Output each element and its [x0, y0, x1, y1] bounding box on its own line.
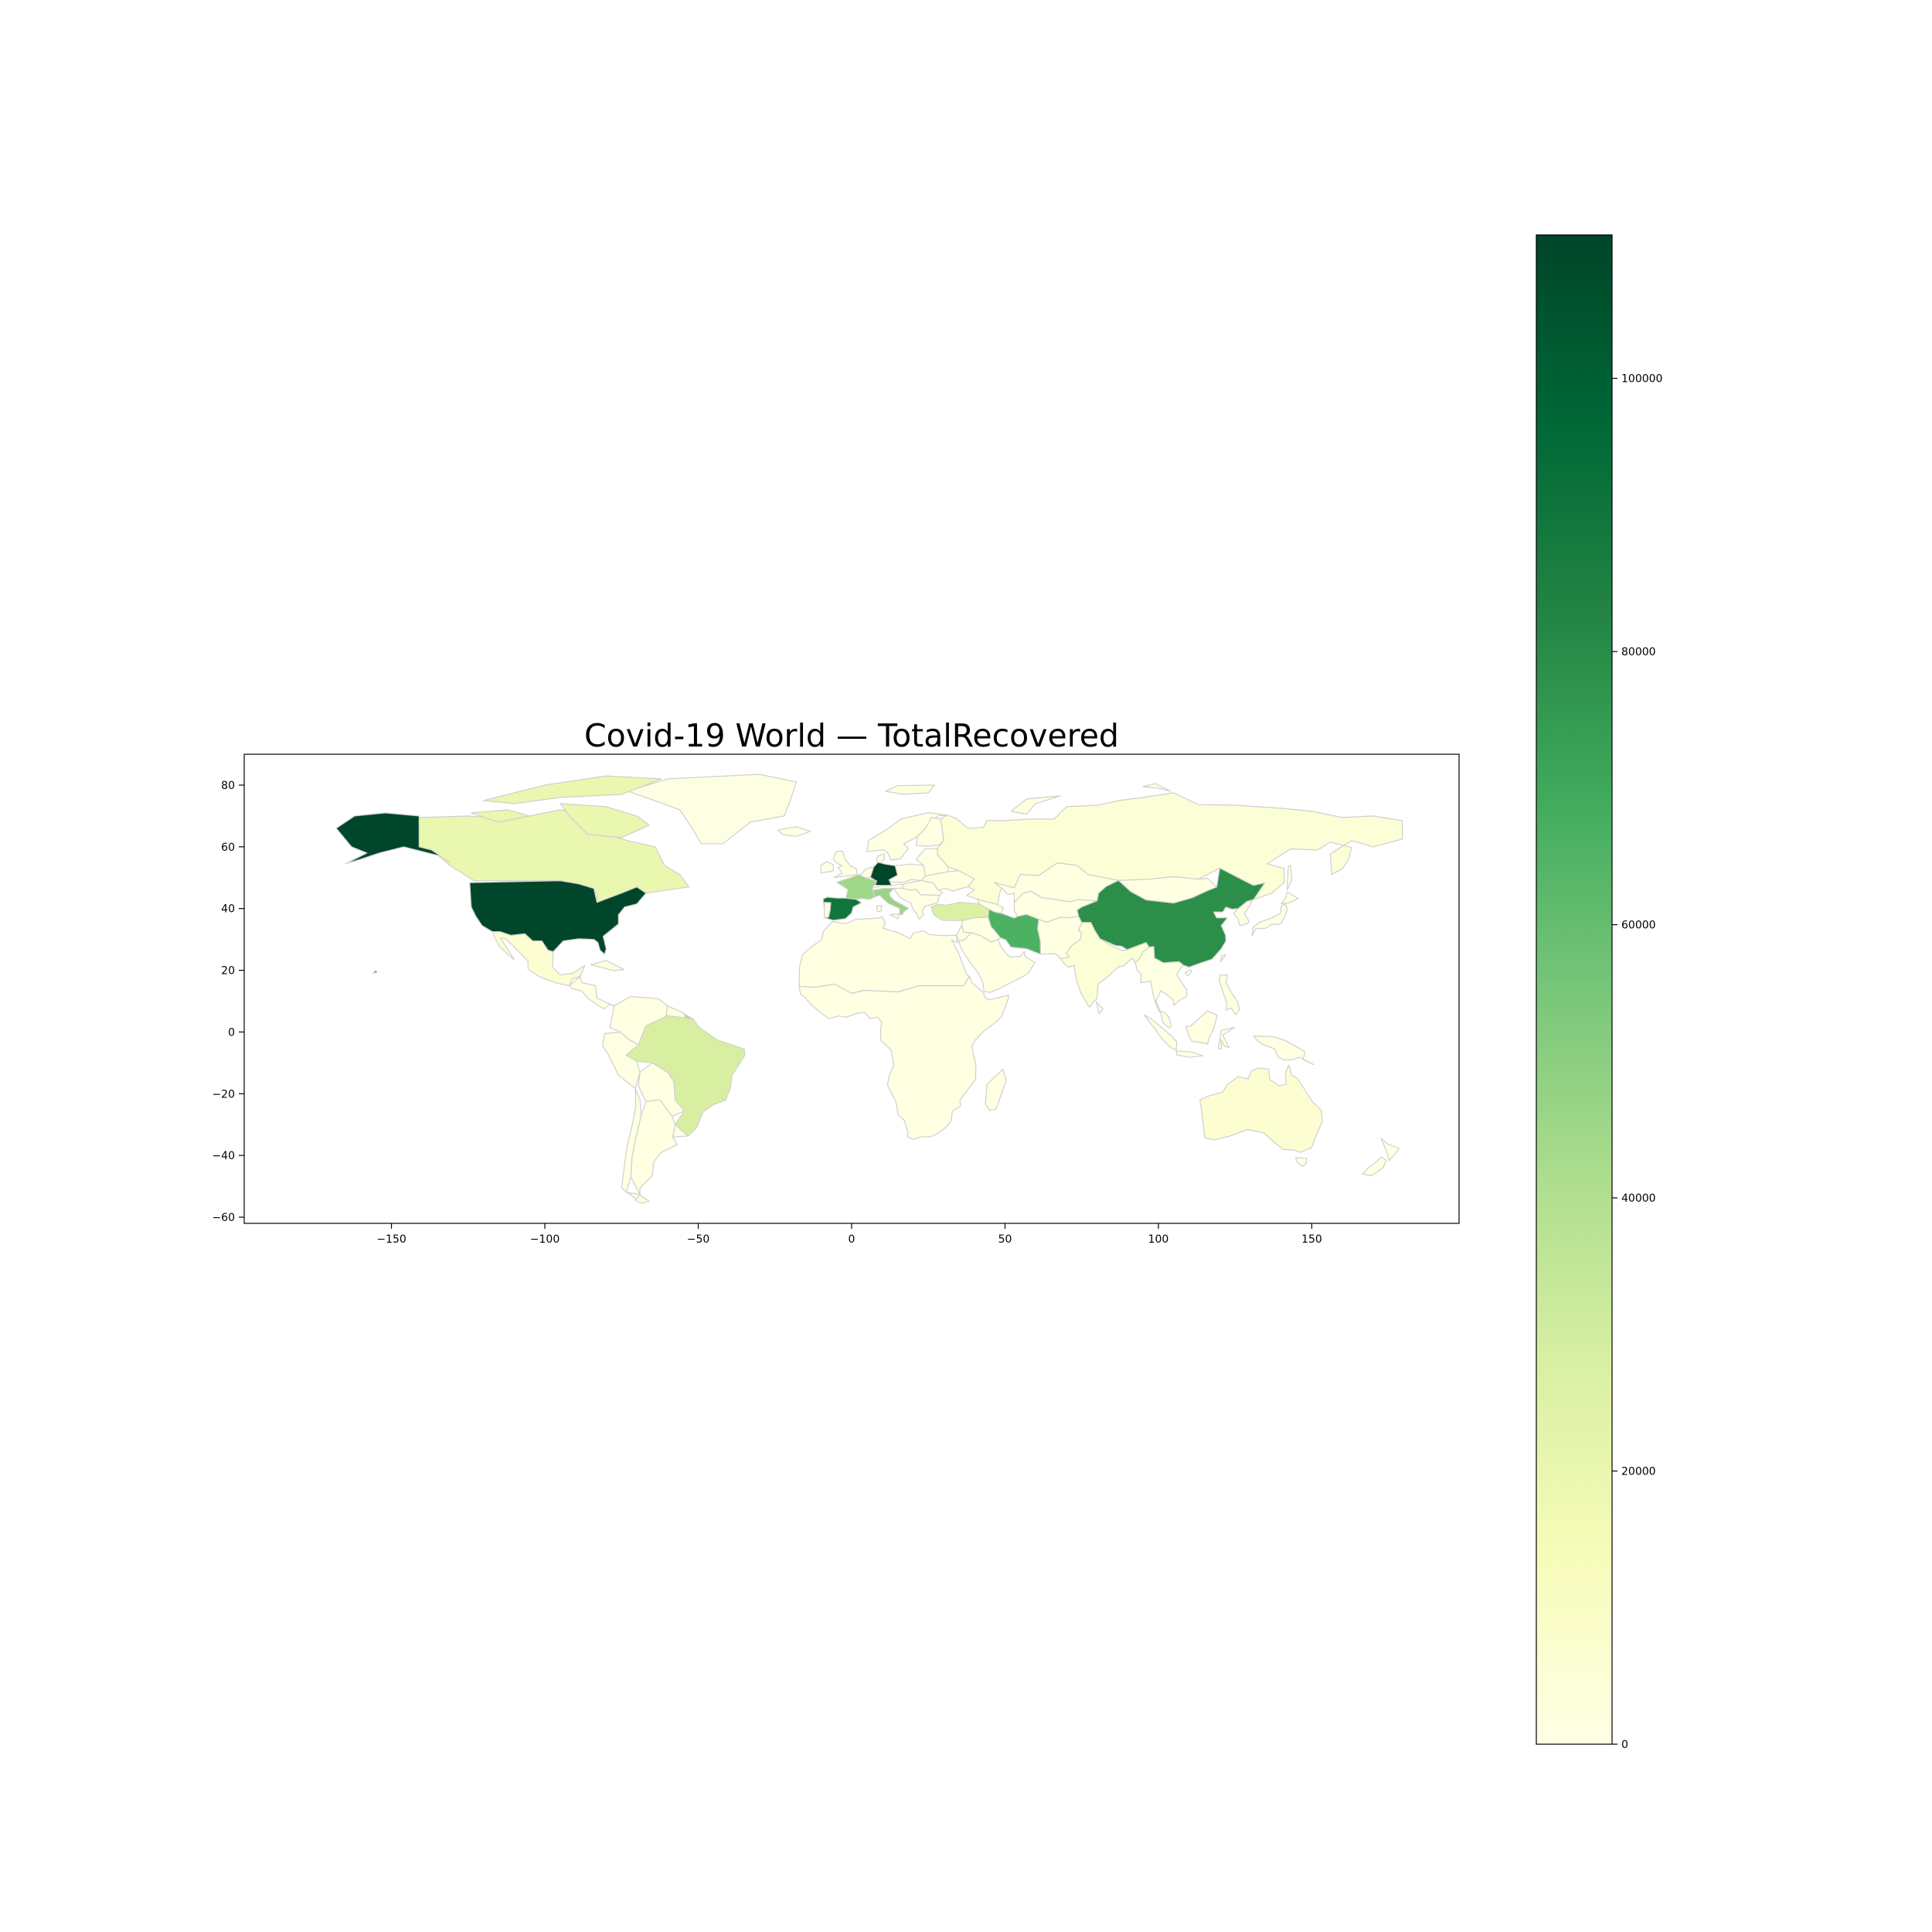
- region-united-kingdom: [832, 850, 858, 879]
- region-sumatra: [1143, 1014, 1178, 1051]
- y-tick-label: 40: [221, 903, 235, 916]
- region-ireland: [820, 861, 834, 874]
- x-tick-label: −150: [376, 1233, 406, 1246]
- region-sri-lanka: [1096, 1001, 1104, 1015]
- region-sakhalin: [1287, 865, 1293, 891]
- region-greenland: [627, 774, 798, 845]
- region-severnaya: [1142, 783, 1172, 792]
- y-tick-label: 0: [228, 1026, 235, 1039]
- colorbar-tick-label: 80000: [1621, 646, 1656, 658]
- region-argentina: [630, 1099, 679, 1196]
- region-java: [1175, 1050, 1204, 1058]
- region-mongolia: [1117, 876, 1217, 904]
- x-axis-ticks: −150 −100 −50 0 50 100 150: [376, 1223, 1322, 1246]
- region-madagascar: [985, 1068, 1007, 1111]
- region-canada: [483, 775, 662, 804]
- x-tick-label: 0: [849, 1233, 855, 1246]
- colorbar-tick-label: 20000: [1621, 1466, 1656, 1478]
- y-tick-label: −20: [212, 1088, 235, 1100]
- region-hokkaido: [1281, 891, 1299, 905]
- region-new-zealand-n: [1380, 1138, 1400, 1162]
- x-tick-label: 100: [1148, 1233, 1169, 1246]
- colorbar-tick-label: 60000: [1621, 920, 1656, 932]
- y-tick-label: 20: [221, 965, 235, 978]
- region-sardinia: [876, 905, 883, 913]
- region-australia: [1199, 1064, 1323, 1153]
- region-hainan: [1184, 969, 1193, 977]
- region-iceland: [777, 826, 811, 837]
- region-canada: [560, 803, 650, 838]
- x-tick-label: −50: [687, 1233, 710, 1246]
- colorbar-tick-label: 0: [1621, 1739, 1628, 1751]
- chart-title: Covid-19 World — TotalRecovered: [584, 717, 1119, 754]
- region-tierra-del-fuego: [634, 1194, 650, 1204]
- region-north-africa: [798, 916, 970, 995]
- region-united-states: [372, 969, 378, 975]
- colorbar-tick-label: 100000: [1621, 373, 1662, 386]
- region-canada: [471, 809, 530, 823]
- region-france: [836, 874, 878, 900]
- region-sub-saharan-africa: [798, 975, 1009, 1140]
- x-tick-label: 50: [998, 1233, 1012, 1246]
- y-tick-label: −60: [212, 1212, 235, 1224]
- y-tick-label: 60: [221, 842, 235, 854]
- region-novaya-zemlya: [1010, 795, 1061, 815]
- region-cuba: [590, 960, 624, 971]
- x-tick-label: 150: [1301, 1233, 1322, 1246]
- region-southeast-asia: [1134, 946, 1188, 1029]
- region-portugal: [824, 902, 832, 919]
- region-new-guinea: [1253, 1036, 1315, 1066]
- region-uruguay: [672, 1124, 689, 1138]
- region-mexico: [492, 931, 586, 987]
- colorbar-tick-label: 40000: [1621, 1192, 1656, 1205]
- region-sulawesi: [1217, 1026, 1236, 1049]
- region-tasmania: [1294, 1157, 1308, 1168]
- region-borneo: [1185, 1010, 1218, 1045]
- region-taiwan: [1219, 954, 1226, 963]
- x-tick-label: −100: [530, 1233, 560, 1246]
- colorbar-ticks: 0 20000 40000 60000 80000 100000: [1612, 373, 1662, 1751]
- region-denmark: [876, 853, 886, 864]
- region-sicily: [889, 913, 900, 920]
- region-new-zealand-s: [1362, 1156, 1387, 1177]
- y-tick-label: 80: [221, 780, 235, 792]
- region-svalbard: [885, 784, 935, 795]
- y-axis-ticks: −60 −40 −20 0 20 40 60 80: [212, 780, 244, 1224]
- y-tick-label: −40: [212, 1150, 235, 1162]
- region-ukraine: [920, 870, 975, 892]
- region-philippines: [1219, 974, 1240, 1015]
- region-korea: [1233, 900, 1253, 927]
- region-arabian-peninsula: [958, 932, 1036, 993]
- map-layer: [335, 774, 1403, 1204]
- region-italy: [872, 888, 909, 916]
- region-hungary-romania: [901, 879, 944, 896]
- region-united-states: [335, 812, 451, 865]
- region-central-america: [569, 975, 614, 1010]
- colorbar: [1536, 234, 1613, 1745]
- region-japan: [1251, 903, 1288, 937]
